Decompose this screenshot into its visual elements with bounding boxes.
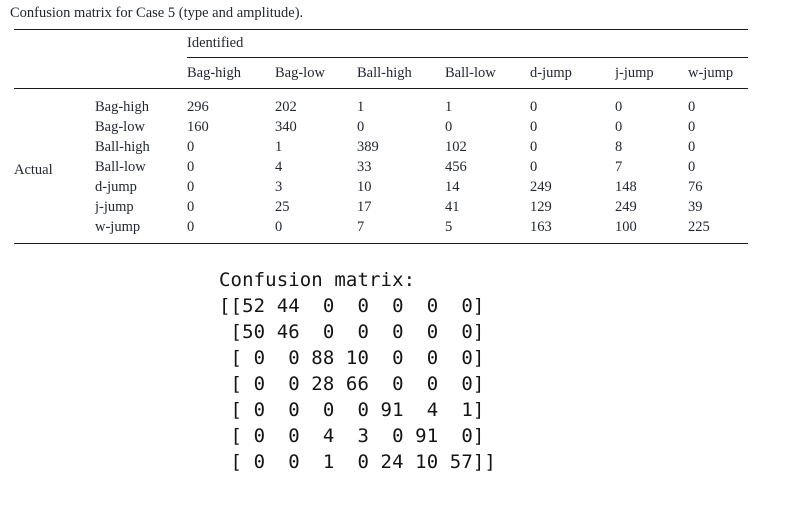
cell: 39 — [688, 199, 703, 215]
cell: 202 — [275, 99, 297, 115]
empty-corner-cell — [14, 57, 187, 89]
cell: 0 — [445, 119, 453, 135]
table-row: j-jump 0 25 17 41 129 249 39 — [14, 198, 748, 218]
table-header-row: Bag-high Bag-low Ball-high Ball-low d-ju… — [14, 57, 749, 89]
cell: 25 — [275, 199, 290, 215]
cell: 33 — [357, 159, 372, 175]
column-header: d-jump — [530, 57, 615, 89]
cell: 7 — [615, 159, 623, 175]
column-header: Bag-high — [187, 57, 275, 89]
cell: 0 — [615, 99, 623, 115]
table-row: w-jump 0 0 7 5 163 100 225 — [14, 218, 748, 238]
column-header: Ball-low — [445, 57, 530, 89]
table-row: Actual Bag-high 296 202 1 1 0 0 0 — [14, 98, 748, 178]
cell: 102 — [445, 139, 467, 155]
cell: 0 — [530, 99, 538, 115]
spacer-row — [14, 89, 748, 98]
cell: 225 — [688, 219, 710, 235]
cell: 160 — [187, 119, 209, 135]
table-row: Bag-low 160 340 0 0 0 0 0 — [14, 118, 748, 138]
cell: 0 — [688, 99, 696, 115]
table-row: Identified — [14, 29, 749, 58]
cell: 0 — [615, 119, 623, 135]
row-label: Bag-low — [95, 119, 145, 135]
cell: 3 — [275, 179, 283, 195]
cell: 1 — [275, 139, 283, 155]
cell: 0 — [275, 219, 283, 235]
cell: 0 — [187, 159, 195, 175]
cell: 389 — [357, 139, 379, 155]
cell: 7 — [357, 219, 365, 235]
column-header: Ball-high — [357, 57, 445, 89]
cell: 0 — [530, 159, 538, 175]
empty-corner-cell — [14, 30, 187, 58]
confusion-matrix-table: Identified Bag-high Bag-low Ball-high Ba… — [14, 29, 749, 244]
table-row: d-jump 0 3 10 14 249 148 76 — [14, 178, 748, 198]
cell: 100 — [615, 219, 637, 235]
identified-group-header: Identified — [187, 29, 749, 58]
row-label: Bag-high — [95, 99, 149, 115]
cell: 456 — [445, 159, 467, 175]
cell: 14 — [445, 179, 460, 195]
cell: 1 — [445, 99, 453, 115]
cell: 0 — [688, 159, 696, 175]
cell: 41 — [445, 199, 460, 215]
cell: 148 — [615, 179, 637, 195]
cell: 0 — [530, 139, 538, 155]
cell: 0 — [688, 139, 696, 155]
cell: 76 — [688, 179, 703, 195]
cell: 4 — [275, 159, 283, 175]
table-row: Ball-high 0 1 389 102 0 8 0 — [14, 138, 748, 158]
row-label: w-jump — [95, 219, 141, 235]
cell: 1 — [357, 99, 365, 115]
actual-group-label: Actual — [14, 162, 53, 179]
row-label: Ball-high — [95, 139, 150, 155]
cell: 0 — [187, 199, 195, 215]
cell: 129 — [530, 199, 552, 215]
cell: 10 — [357, 179, 372, 195]
cell: 249 — [615, 199, 637, 215]
cell: 0 — [530, 119, 538, 135]
cell: 0 — [357, 119, 365, 135]
cell: 0 — [688, 119, 696, 135]
cell: 5 — [445, 219, 453, 235]
console-confusion-matrix-output: Confusion matrix: [[52 44 0 0 0 0 0] [50… — [219, 269, 496, 473]
cell: 0 — [187, 219, 195, 235]
table-row: Ball-low 0 4 33 456 0 7 0 — [14, 158, 748, 178]
cell: 0 — [187, 179, 195, 195]
cell: 17 — [357, 199, 372, 215]
row-label: d-jump — [95, 179, 137, 195]
column-header: w-jump — [688, 57, 749, 89]
spacer-row — [14, 238, 748, 244]
cell: 0 — [187, 139, 195, 155]
table-caption: Confusion matrix for Case 5 (type and am… — [10, 5, 304, 21]
row-label: Ball-low — [95, 159, 146, 175]
row-label: j-jump — [95, 199, 134, 215]
column-header: Bag-low — [275, 57, 357, 89]
column-header: j-jump — [615, 57, 688, 89]
cell: 340 — [275, 119, 297, 135]
cell: 249 — [530, 179, 552, 195]
cell: 163 — [530, 219, 552, 235]
cell: 8 — [615, 139, 623, 155]
cell: 296 — [187, 99, 209, 115]
